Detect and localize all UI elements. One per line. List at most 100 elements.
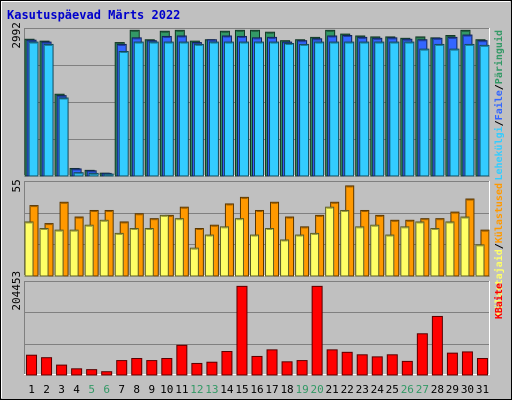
bar-sites-day-1 (24, 221, 34, 277)
bar-pages-day-1 (28, 41, 39, 177)
bar-pages-day-16 (254, 41, 264, 177)
bar-pages-day-2 (43, 43, 54, 177)
x-axis-labels: 1 2 3 4 5 6 7 8 9 10 11 12 13 14 15 16 17 18 19 20 21 22 23 24 2… (28, 383, 489, 396)
bar-kbytes-day-28 (431, 315, 443, 376)
y-tick-label: 55 (10, 179, 23, 192)
x-tick-label: 5 (88, 383, 95, 396)
bar-sites-day-15 (234, 218, 244, 277)
bar-kbytes-day-7 (116, 360, 128, 376)
bar-pages-day-17 (269, 41, 280, 177)
x-tick-label: 13 (205, 383, 218, 396)
bar-kbytes-day-10 (161, 358, 173, 376)
bar-kbytes-day-4 (71, 368, 83, 376)
bar-sites-day-25 (385, 234, 395, 277)
x-tick-label: 29 (446, 383, 459, 396)
bar-pages-day-26 (404, 41, 415, 177)
bar-kbytes-day-9 (146, 360, 158, 376)
bar-sites-day-18 (280, 239, 290, 277)
x-tick-label: 15 (235, 383, 248, 396)
bar-pages-day-19 (299, 43, 310, 177)
bar-kbytes-day-22 (341, 351, 353, 376)
x-tick-label: 8 (133, 383, 140, 396)
bar-kbytes-day-8 (131, 358, 143, 376)
bar-sites-day-13 (204, 234, 214, 277)
bar-sites-day-31 (475, 244, 485, 277)
panel-legend: KBaite (493, 283, 505, 319)
bar-pages-day-10 (163, 41, 174, 177)
bar-kbytes-day-1 (26, 354, 38, 376)
bar-kbytes-day-13 (206, 361, 218, 376)
bar-sites-day-2 (39, 228, 49, 277)
x-tick-label: 6 (103, 383, 110, 396)
bar-sites-day-27 (415, 221, 425, 277)
bar-sites-day-28 (430, 228, 440, 277)
bar-kbytes-day-24 (371, 356, 383, 376)
bar-kbytes-day-26 (401, 360, 413, 376)
x-tick-label: 1 (28, 383, 35, 396)
x-tick-label: 9 (148, 383, 155, 396)
x-tick-label: 21 (326, 383, 339, 396)
legend-label: Külastajaid (493, 249, 505, 315)
visits-panel: 55 Külastajaid/Külastused (10, 179, 505, 315)
x-tick-label: 2 (43, 383, 50, 396)
bar-sites-day-4 (69, 229, 79, 277)
bar-kbytes-day-15 (236, 285, 248, 376)
bar-kbytes-day-3 (56, 364, 68, 376)
x-tick-label: 4 (73, 383, 80, 396)
x-tick-label: 28 (431, 383, 444, 396)
bar-pages-day-20 (314, 41, 325, 177)
bar-pages-day-24 (374, 41, 385, 177)
bar-sites-day-8 (129, 228, 139, 277)
bar-sites-day-6 (99, 219, 109, 277)
bar-sites-day-11 (174, 218, 184, 277)
bar-kbytes-day-5 (86, 369, 98, 376)
bar-sites-day-23 (355, 226, 365, 277)
y-tick-label: 2992 (10, 22, 23, 49)
x-tick-label: 11 (175, 383, 188, 396)
x-tick-label: 3 (58, 383, 65, 396)
bar-kbytes-day-2 (41, 357, 53, 376)
bar-kbytes-day-27 (416, 333, 428, 376)
bar-kbytes-day-6 (101, 371, 113, 376)
bar-sites-day-5 (84, 224, 94, 277)
bar-pages-day-29 (449, 48, 460, 177)
bar-pages-day-23 (359, 41, 370, 177)
bar-kbytes-day-20 (311, 285, 323, 376)
bar-kbytes-day-19 (296, 360, 308, 376)
bar-pages-day-13 (208, 41, 219, 177)
x-tick-label: 25 (386, 383, 399, 396)
x-tick-label: 12 (190, 383, 203, 396)
x-tick-label: 18 (280, 383, 293, 396)
bar-kbytes-day-12 (191, 362, 203, 376)
bar-pages-day-8 (133, 41, 144, 177)
bar-kbytes-day-23 (356, 354, 368, 376)
legend-label: Külastused (494, 183, 505, 243)
x-tick-label: 26 (401, 383, 414, 396)
x-tick-label: 20 (311, 383, 324, 396)
bar-kbytes-day-14 (221, 351, 233, 376)
bar-pages-day-25 (389, 41, 400, 177)
bar-pages-day-18 (284, 43, 295, 177)
bar-kbytes-day-30 (461, 351, 473, 376)
bar-pages-day-3 (58, 97, 69, 177)
x-tick-label: 24 (371, 383, 385, 396)
panel-legend: Külastajaid/Külastused (493, 183, 505, 315)
legend-label: Päringuid (493, 30, 505, 84)
bar-sites-day-20 (310, 232, 320, 277)
x-tick-label: 14 (220, 383, 234, 396)
x-tick-label: 16 (250, 383, 263, 396)
bar-sites-day-7 (114, 232, 124, 277)
bar-sites-day-19 (295, 234, 305, 277)
bar-sites-day-14 (219, 226, 229, 277)
bar-kbytes-day-17 (266, 349, 278, 376)
x-tick-label: 27 (416, 383, 429, 396)
x-tick-label: 23 (356, 383, 369, 396)
bar-pages-day-11 (178, 41, 189, 177)
x-tick-label: 22 (341, 383, 354, 396)
bar-sites-day-30 (460, 216, 470, 277)
bar-sites-day-12 (189, 247, 199, 277)
bar-sites-day-16 (250, 234, 259, 277)
